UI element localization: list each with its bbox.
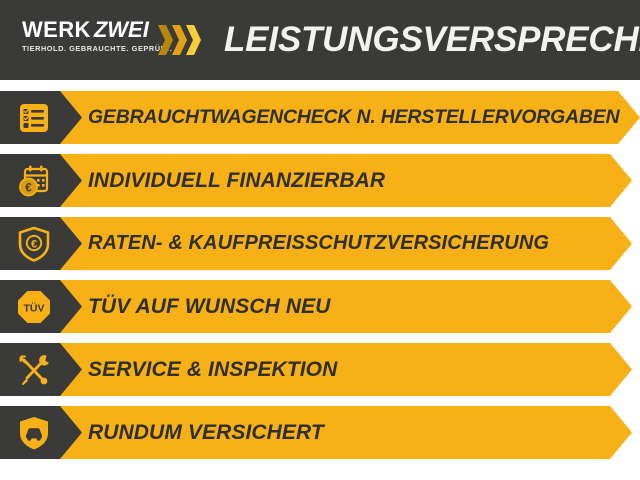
list-item-label: GEBRAUCHTWAGENCHECK N. HERSTELLERVORGABE… <box>88 106 620 128</box>
row-banner <box>0 91 640 144</box>
row-banner <box>0 406 632 459</box>
row-banner <box>0 217 632 270</box>
logo-word-zwei: ZWEI <box>93 17 149 42</box>
svg-text:€: € <box>30 238 36 250</box>
logo-tagline: TIERHOLD. GEBRAUCHTE. GEPRÜFT. <box>22 44 173 53</box>
brand-logo[interactable]: WERK ZWEI TIERHOLD. GEBRAUCHTE. GEPRÜFT. <box>22 18 173 64</box>
svg-text:€: € <box>25 182 32 194</box>
row-banner <box>0 343 632 396</box>
double-chevron-right-icon <box>158 25 216 55</box>
row-banner <box>0 154 632 207</box>
logo-word-werk: WERK <box>22 17 91 42</box>
chevron-right-icon-1 <box>158 25 173 55</box>
calendar-euro-coin-icon: € <box>14 161 53 200</box>
chevron-right-icon-3 <box>186 25 201 55</box>
list-item-label: SERVICE & INSPEKTION <box>88 358 338 381</box>
list-item-label: TÜV AUF WUNSCH NEU <box>88 295 331 318</box>
checklist-clipboard-icon <box>14 98 53 137</box>
shield-euro-icon: € <box>14 224 53 263</box>
logo-wordmark: WERK ZWEI <box>22 18 152 42</box>
header-bar: WERK ZWEI TIERHOLD. GEBRAUCHTE. GEPRÜFT. … <box>0 0 640 80</box>
list-item-label: INDIVIDUELL FINANZIERBAR <box>88 169 386 192</box>
list-item-label: RATEN- & KAUFPREISSCHUTZVERSICHERUNG <box>88 232 550 254</box>
row-banner <box>0 280 632 333</box>
benefit-list: GEBRAUCHTWAGENCHECK N. HERSTELLERVORGABE… <box>0 84 640 480</box>
page-title: LEISTUNGSVERSPRECHEN <box>224 20 640 59</box>
wrench-screwdriver-icon <box>14 350 53 389</box>
chevron-right-icon-2 <box>172 25 187 55</box>
shield-car-icon <box>14 413 53 452</box>
svg-text:TÜV: TÜV <box>23 301 44 314</box>
tuv-octagon-badge-icon: TÜV <box>14 287 53 326</box>
list-item-label: RUNDUM VERSICHERT <box>88 421 324 444</box>
